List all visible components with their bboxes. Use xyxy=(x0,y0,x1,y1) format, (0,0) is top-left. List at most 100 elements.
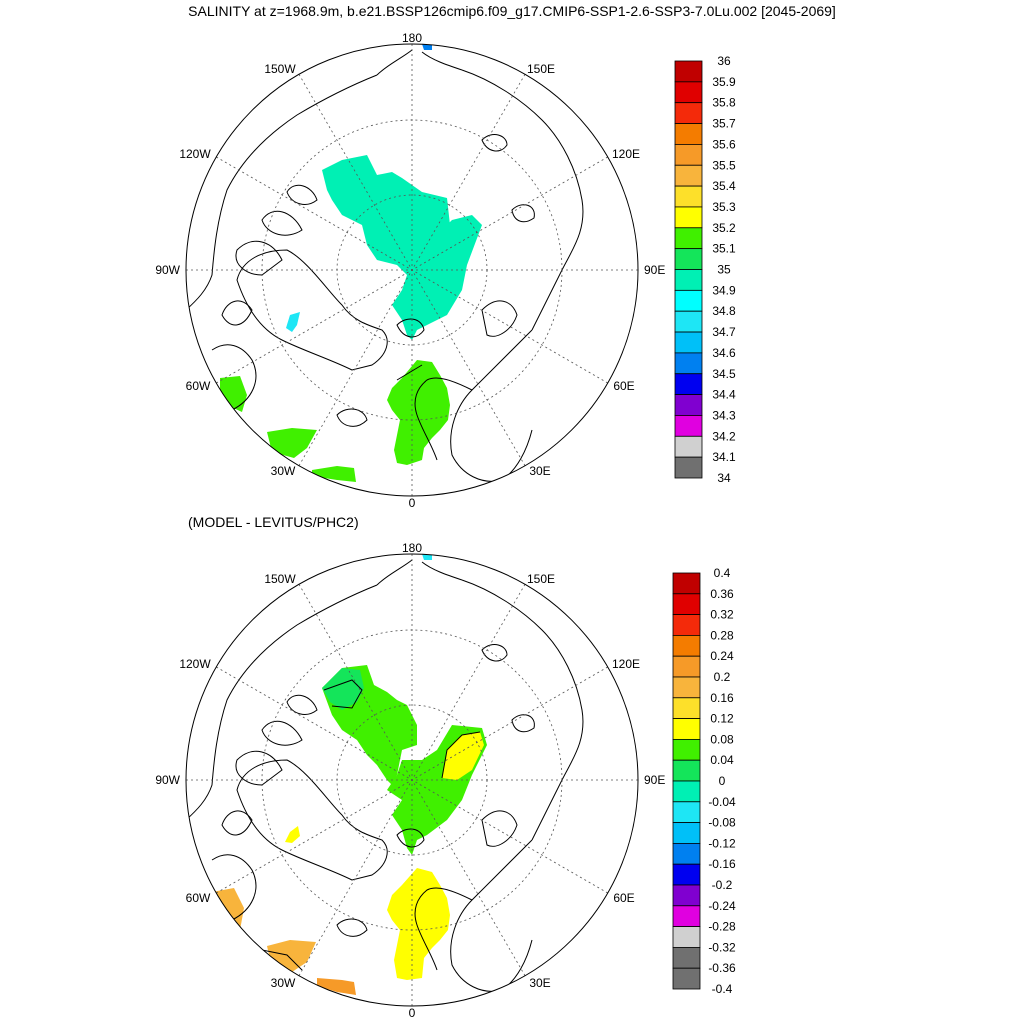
bottom-colorbar-tick-label: -0.12 xyxy=(708,836,736,850)
bottom-colorbar-swatch xyxy=(672,593,701,615)
bottom-field-baffin-bit xyxy=(285,826,300,843)
top-field-central-arctic xyxy=(322,155,482,340)
bottom-lon-30w: 30W xyxy=(271,976,296,990)
bottom-colorbar-swatch xyxy=(672,926,701,948)
bottom-field-iceland-south xyxy=(317,978,356,995)
top-colorbar-tick-label: 35 xyxy=(717,263,731,277)
top-colorbar-tick-label: 35.2 xyxy=(712,221,736,235)
bottom-colorbar-tick-label: -0.28 xyxy=(708,920,736,934)
bottom-lon-150e: 150E xyxy=(527,572,555,586)
bottom-colorbar-tick-label: -0.36 xyxy=(708,961,736,975)
bottom-colorbar-swatch xyxy=(672,947,701,969)
bottom-lon-90w: 90W xyxy=(155,773,180,787)
bottom-colorbar-tick-label: 0.16 xyxy=(710,691,734,705)
top-colorbar-swatch xyxy=(674,435,703,458)
bottom-colorbar-swatch xyxy=(672,759,701,782)
bottom-field-bering-strait xyxy=(422,554,432,560)
top-colorbar-tick-label: 34.8 xyxy=(712,304,736,318)
top-map-border xyxy=(185,43,639,497)
top-field-irminger-sea xyxy=(267,428,317,458)
bottom-colorbar-tick-label: 0.04 xyxy=(710,753,734,767)
top-colorbar-tick-label: 35.1 xyxy=(712,242,736,256)
top-colorbar-tick-label: 34.5 xyxy=(712,367,736,381)
top-field-bering-strait xyxy=(422,44,432,50)
bottom-lon-90e: 90E xyxy=(644,773,665,787)
bottom-colorbar-swatch xyxy=(672,801,701,823)
top-lon-120e: 120E xyxy=(612,147,640,161)
bottom-lon-0: 0 xyxy=(409,1006,416,1020)
top-colorbar-swatch xyxy=(674,331,703,354)
bottom-field-fram-norwegian xyxy=(387,868,450,980)
top-colorbar-swatch xyxy=(674,352,703,375)
top-field-baffin-bit xyxy=(286,312,300,332)
bottom-lon-120w: 120W xyxy=(179,657,211,671)
top-colorbar-swatch xyxy=(674,81,703,104)
bottom-colorbar-tick-label: -0.2 xyxy=(712,878,733,892)
bottom-colorbar-swatch xyxy=(672,822,701,844)
top-colorbar-tick-label: 35.6 xyxy=(712,137,736,151)
bottom-colorbar-swatch xyxy=(672,863,701,886)
bottom-colorbar-tick-label: -0.4 xyxy=(712,982,733,996)
top-colorbar: 36 35.9 35.8 35.7 35.6 35.5 35.4 35.3 35.2 35.1 35… xyxy=(674,54,736,485)
bottom-field-eurasian-patch xyxy=(442,732,484,780)
top-colorbar-swatch xyxy=(674,248,703,270)
top-colorbar-tick-label: 34.2 xyxy=(712,429,736,443)
top-colorbar-swatch xyxy=(674,289,703,312)
top-colorbar-swatch xyxy=(674,373,703,396)
top-colorbar-tick-label: 34.7 xyxy=(712,325,736,339)
bottom-lon-150w: 150W xyxy=(264,572,296,586)
bottom-colorbar-tick-label: 0.36 xyxy=(710,587,734,601)
top-colorbar-tick-label: 34.9 xyxy=(712,283,736,297)
bottom-lon-30e: 30E xyxy=(529,976,550,990)
bottom-colorbar-tick-label: -0.24 xyxy=(708,899,736,913)
top-lon-180: 180 xyxy=(402,31,422,45)
bottom-colorbar-tick-label: 0.24 xyxy=(710,649,734,663)
top-colorbar-tick-label: 34 xyxy=(717,471,731,485)
bottom-colorbar-tick-label: 0.28 xyxy=(710,628,734,642)
bottom-lon-60w: 60W xyxy=(186,891,211,905)
bottom-lon-60e: 60E xyxy=(613,891,634,905)
top-lon-0: 0 xyxy=(409,496,416,510)
top-colorbar-swatch xyxy=(674,415,703,437)
top-colorbar-tick-label: 35.7 xyxy=(712,117,736,131)
bottom-colorbar: 0.4 0.36 0.32 0.28 0.24 0.2 0.16 0.12 0.08 0.04 0 -… xyxy=(672,566,736,996)
bottom-colorbar-tick-label: 0 xyxy=(719,774,726,788)
top-colorbar-swatch xyxy=(674,456,703,479)
top-colorbar-tick-label: 35.9 xyxy=(712,75,736,89)
top-colorbar-swatch xyxy=(674,206,703,229)
top-colorbar-swatch xyxy=(674,394,703,416)
top-colorbar-tick-label: 34.1 xyxy=(712,450,736,464)
bottom-colorbar-swatch xyxy=(672,718,701,740)
bottom-map-panel: 180 0 90W 90E 150W 150E 120W 120E 60W 60… xyxy=(155,541,665,1020)
difference-subtitle: (MODEL - LEVITUS/PHC2) xyxy=(188,514,359,530)
bottom-colorbar-swatch xyxy=(672,905,701,927)
top-colorbar-swatch xyxy=(674,102,703,124)
top-lon-150e: 150E xyxy=(527,62,555,76)
bottom-colorbar-swatch xyxy=(672,884,701,907)
top-lon-60w: 60W xyxy=(186,379,211,393)
top-colorbar-tick-label: 35.4 xyxy=(712,179,736,193)
top-colorbar-swatch xyxy=(674,310,703,333)
top-colorbar-tick-label: 34.4 xyxy=(712,388,736,402)
bottom-colorbar-tick-label: -0.16 xyxy=(708,857,736,871)
bottom-colorbar-swatch xyxy=(672,843,701,865)
top-lon-30w: 30W xyxy=(271,464,296,478)
top-lon-120w: 120W xyxy=(179,147,211,161)
top-lon-30e: 30E xyxy=(529,464,550,478)
bottom-colorbar-tick-label: 0.08 xyxy=(710,732,734,746)
top-colorbar-swatch xyxy=(674,143,703,166)
bottom-field-canada-basin-edge xyxy=(322,668,364,710)
top-lon-90e: 90E xyxy=(644,263,665,277)
top-colorbar-swatch xyxy=(674,269,703,291)
top-map-panel: 180 0 90W 90E 150W 150E 120W 120E 60W 60… xyxy=(155,31,665,510)
top-colorbar-tick-label: 34.6 xyxy=(712,346,736,360)
top-lon-150w: 150W xyxy=(264,62,296,76)
bottom-colorbar-swatch xyxy=(672,780,701,803)
bottom-field-irminger-sea xyxy=(267,940,316,972)
figure-title: SALINITY at z=1968.9m, b.e21.BSSP126cmip… xyxy=(188,3,836,19)
bottom-colorbar-swatch xyxy=(672,676,701,699)
bottom-colorbar-tick-label: 0.32 xyxy=(710,608,734,622)
top-colorbar-swatch xyxy=(674,123,703,145)
top-field-labrador-sea xyxy=(220,376,247,412)
top-field-fram-norwegian xyxy=(387,360,450,465)
